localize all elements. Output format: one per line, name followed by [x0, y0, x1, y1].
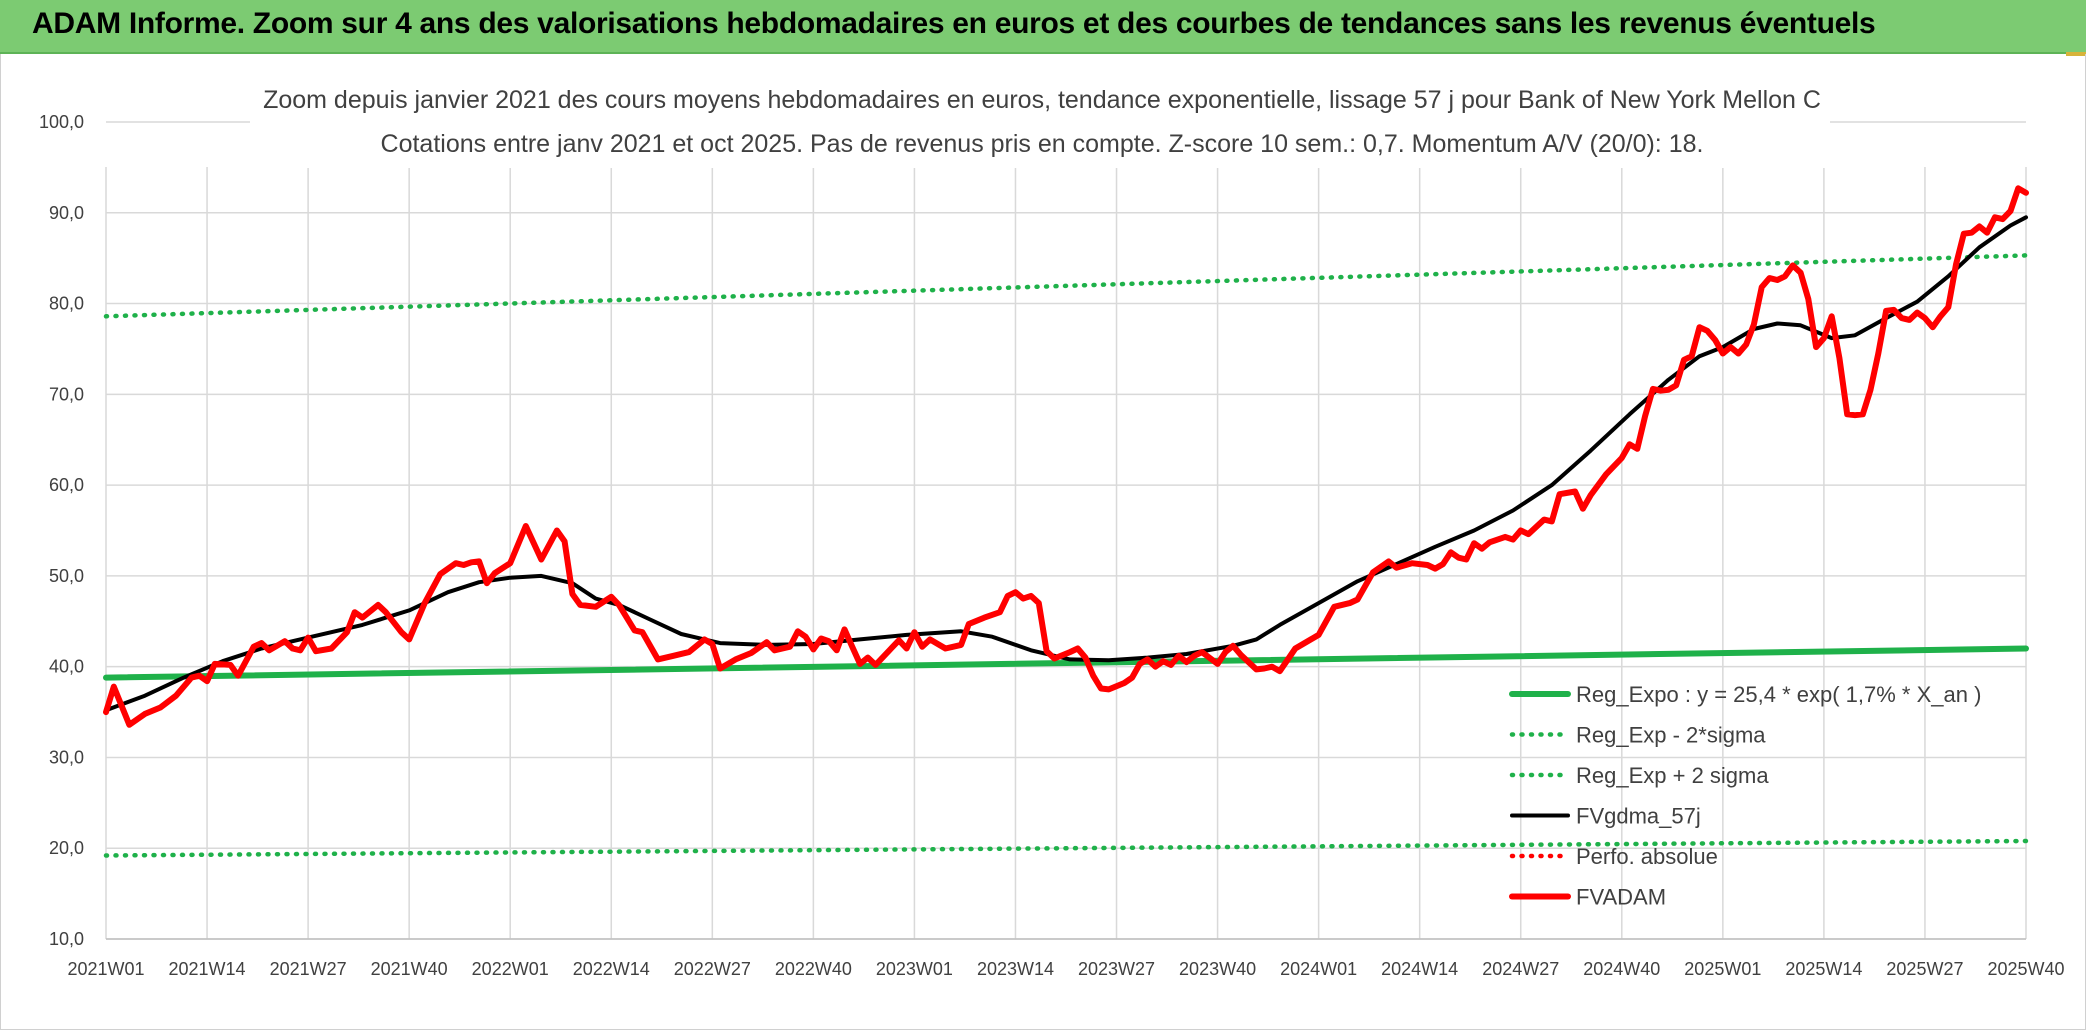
y-tick-label: 10,0 — [49, 929, 84, 949]
x-axis: 2021W01 2021W14 2021W27 2021W40 2022W01 2022W… — [67, 938, 2065, 979]
y-tick-label: 90,0 — [49, 203, 84, 223]
grid-lines — [105, 121, 2027, 940]
chart-title: Zoom depuis janvier 2021 des cours moyen… — [263, 86, 1821, 114]
series-line-high — [103, 253, 2029, 319]
x-tick-label: 2024W14 — [1381, 959, 1458, 979]
title-backdrop — [250, 78, 1830, 168]
series-line-low — [103, 838, 2029, 858]
x-tick-label: 2023W14 — [977, 959, 1054, 979]
y-tick-label: 100,0 — [39, 112, 84, 132]
y-tick-label: 20,0 — [49, 838, 84, 858]
x-tick-label: 2025W40 — [1987, 959, 2064, 979]
x-tick-label: 2025W27 — [1886, 959, 1963, 979]
x-tick-label: 2024W27 — [1482, 959, 1559, 979]
legend-label-reg: Reg_Expo : y = 25,4 * exp( 1,7% * X_an ) — [1576, 682, 1981, 707]
legend-label-fvadam: FVADAM — [1576, 885, 1666, 910]
x-tick-label: 2025W14 — [1785, 959, 1862, 979]
y-tick-label: 70,0 — [49, 384, 84, 404]
banner-accent — [2066, 52, 2086, 56]
legend: Reg_Expo : y = 25,4 * exp( 1,7% * X_an )… — [1509, 682, 1981, 910]
x-tick-label: 2022W40 — [775, 959, 852, 979]
report-title: ADAM Informe. Zoom sur 4 ans des valoris… — [32, 7, 1876, 40]
x-tick-label: 2022W14 — [573, 959, 650, 979]
series-line-reg — [103, 645, 2029, 681]
y-tick-label: 60,0 — [49, 475, 84, 495]
legend-label-perfo: Perfo. absolue — [1576, 844, 1718, 869]
report-banner: ADAM Informe. Zoom sur 4 ans des valoris… — [0, 0, 2086, 54]
x-tick-label: 2023W40 — [1179, 959, 1256, 979]
x-tick-label: 2022W27 — [674, 959, 751, 979]
chart-subtitle: Cotations entre janv 2021 et oct 2025. P… — [381, 130, 1704, 158]
y-tick-label: 40,0 — [49, 657, 84, 677]
y-tick-label: 30,0 — [49, 747, 84, 767]
legend-label-low: Reg_Exp - 2*sigma — [1576, 723, 1766, 748]
series-line-gdma — [104, 215, 2028, 713]
y-tick-label: 50,0 — [49, 566, 84, 586]
series-line-fvadam — [103, 185, 2029, 728]
x-tick-label: 2021W40 — [371, 959, 448, 979]
x-tick-label: 2021W27 — [270, 959, 347, 979]
legend-label-high: Reg_Exp + 2 sigma — [1576, 763, 1769, 788]
x-tick-label: 2021W01 — [67, 959, 144, 979]
x-tick-label: 2024W40 — [1583, 959, 1660, 979]
legend-label-gdma: FVgdma_57j — [1576, 804, 1701, 829]
x-tick-label: 2022W01 — [472, 959, 549, 979]
series-layer — [103, 185, 2029, 858]
x-tick-label: 2024W01 — [1280, 959, 1357, 979]
x-tick-label: 2021W14 — [169, 959, 246, 979]
y-axis: 10,0 20,0 30,0 40,0 50,0 60,0 70,0 80,0 90,0 100,… — [39, 112, 84, 949]
x-tick-label: 2025W01 — [1684, 959, 1761, 979]
x-tick-label: 2023W01 — [876, 959, 953, 979]
x-tick-label: 2023W27 — [1078, 959, 1155, 979]
y-tick-label: 80,0 — [49, 294, 84, 314]
